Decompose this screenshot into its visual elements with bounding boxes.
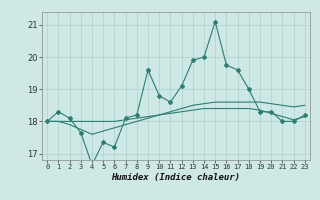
X-axis label: Humidex (Indice chaleur): Humidex (Indice chaleur) — [111, 173, 241, 182]
